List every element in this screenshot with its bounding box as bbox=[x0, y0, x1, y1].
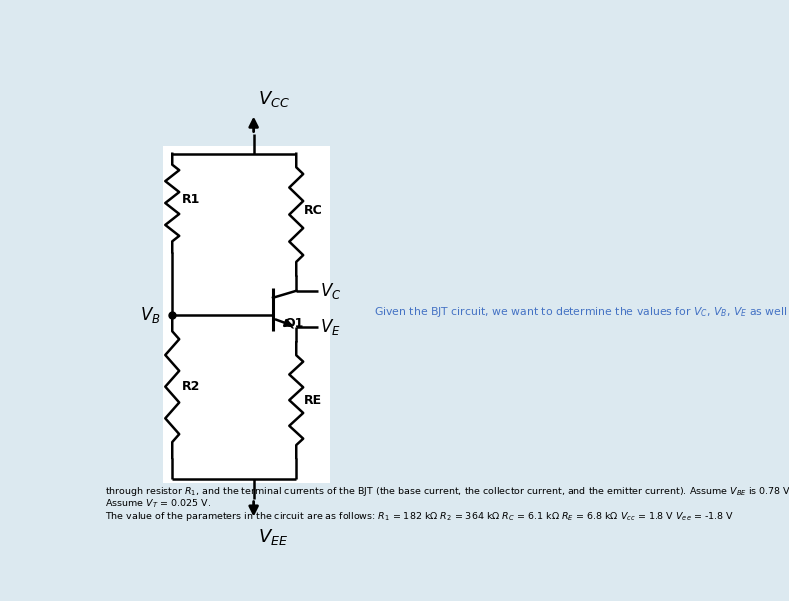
Text: Assume $V_T$ = 0.025 V.: Assume $V_T$ = 0.025 V. bbox=[105, 498, 211, 510]
Text: $V_B$: $V_B$ bbox=[140, 305, 160, 325]
Text: R2: R2 bbox=[182, 380, 200, 393]
Text: RE: RE bbox=[304, 394, 322, 407]
FancyBboxPatch shape bbox=[163, 146, 330, 483]
Text: $V_{CC}$: $V_{CC}$ bbox=[258, 89, 290, 109]
Text: $V_C$: $V_C$ bbox=[320, 281, 341, 300]
Text: $V_{EE}$: $V_{EE}$ bbox=[258, 527, 289, 547]
Text: Q1: Q1 bbox=[285, 317, 304, 329]
Text: $V_E$: $V_E$ bbox=[320, 317, 340, 337]
Text: through resistor $R_1$, and the terminal currents of the BJT (the base current, : through resistor $R_1$, and the terminal… bbox=[105, 485, 789, 498]
Text: R1: R1 bbox=[182, 193, 200, 206]
Text: The value of the parameters in the circuit are as follows: $R_1$ = 182 k$\Omega$: The value of the parameters in the circu… bbox=[105, 510, 734, 523]
Text: RC: RC bbox=[304, 204, 323, 217]
Text: Given the BJT circuit, we want to determine the values for $V_C$, $V_B$, $V_E$ a: Given the BJT circuit, we want to determ… bbox=[374, 305, 789, 319]
